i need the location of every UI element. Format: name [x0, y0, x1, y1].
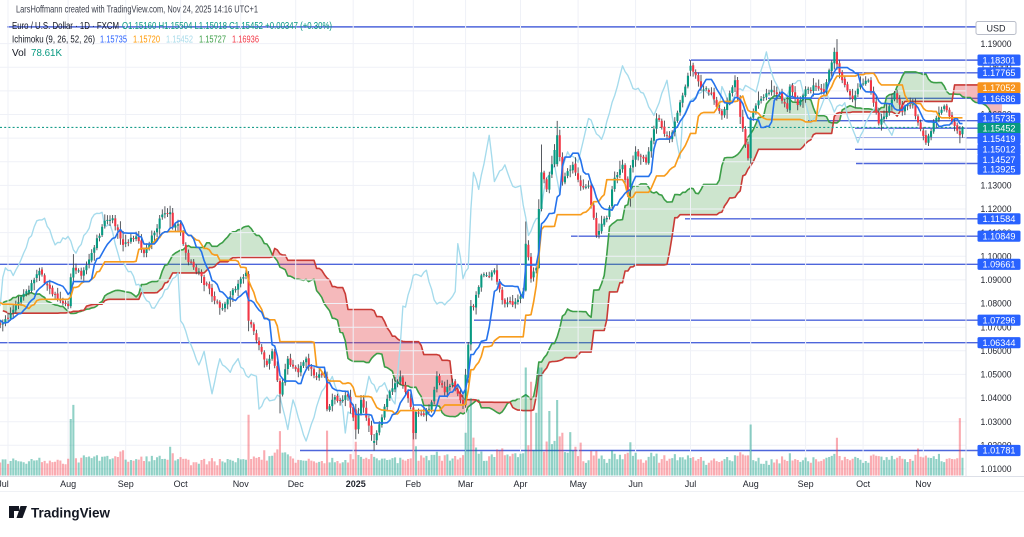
svg-text:1.07296: 1.07296: [983, 315, 1016, 325]
svg-text:Sep: Sep: [798, 479, 814, 489]
svg-text:Oct: Oct: [174, 479, 189, 489]
svg-text:1.18301: 1.18301: [983, 55, 1016, 65]
svg-text:Aug: Aug: [60, 479, 76, 489]
svg-text:LarsHoffmann created with Trad: LarsHoffmann created with TradingView.co…: [16, 5, 258, 16]
svg-text:1.17765: 1.17765: [983, 68, 1016, 78]
svg-text:1.09000: 1.09000: [981, 275, 1012, 285]
svg-text:1.06000: 1.06000: [981, 346, 1012, 356]
svg-text:1.14527: 1.14527: [983, 155, 1016, 165]
svg-text:Sep: Sep: [118, 479, 134, 489]
svg-text:Oct: Oct: [856, 479, 871, 489]
svg-text:Dec: Dec: [288, 479, 305, 489]
svg-text:1.08000: 1.08000: [981, 299, 1012, 309]
svg-text:Feb: Feb: [406, 479, 422, 489]
svg-text:1.05000: 1.05000: [981, 370, 1012, 380]
svg-text:1.10849: 1.10849: [983, 231, 1016, 241]
svg-text:USD: USD: [986, 24, 1006, 34]
svg-text:1.01781: 1.01781: [983, 446, 1016, 456]
svg-text:1.16686: 1.16686: [983, 94, 1016, 104]
svg-text:1.15720: 1.15720: [133, 35, 160, 46]
svg-text:May: May: [570, 479, 588, 489]
svg-text:1.15012: 1.15012: [983, 145, 1016, 155]
svg-text:1.15735: 1.15735: [100, 35, 127, 46]
svg-text:1.15419: 1.15419: [983, 134, 1016, 144]
svg-text:Vol: Vol: [12, 48, 26, 59]
svg-text:1.15452: 1.15452: [983, 124, 1016, 134]
svg-text:1.16936: 1.16936: [232, 35, 259, 46]
svg-text:78.61K: 78.61K: [31, 48, 62, 59]
svg-text:Nov: Nov: [233, 479, 250, 489]
svg-text:1.06344: 1.06344: [983, 338, 1016, 348]
svg-text:1.01000: 1.01000: [981, 464, 1012, 474]
svg-text:1.12000: 1.12000: [981, 204, 1012, 214]
svg-text:Euro / U.S. Dollar · 1D · FXCM: Euro / U.S. Dollar · 1D · FXCM: [12, 21, 119, 32]
svg-text:1.15727: 1.15727: [199, 35, 226, 46]
svg-text:1.04000: 1.04000: [981, 393, 1012, 403]
svg-text:O1.15160 H1.15504 L1.15018 C1.: O1.15160 H1.15504 L1.15018 C1.15452 +0.0…: [122, 21, 332, 32]
svg-text:1.07000: 1.07000: [981, 322, 1012, 332]
svg-text:1.13000: 1.13000: [981, 181, 1012, 191]
svg-text:2025: 2025: [346, 479, 366, 489]
svg-text:1.15735: 1.15735: [983, 114, 1016, 124]
svg-text:1.09661: 1.09661: [983, 260, 1016, 270]
svg-text:Ichimoku (9, 26, 52, 26): Ichimoku (9, 26, 52, 26): [12, 35, 95, 46]
svg-text:Nov: Nov: [915, 479, 932, 489]
svg-text:TradingView: TradingView: [31, 505, 110, 521]
svg-text:1.15452: 1.15452: [166, 35, 193, 46]
svg-text:1.10000: 1.10000: [981, 252, 1012, 262]
svg-text:1.13925: 1.13925: [983, 164, 1016, 174]
svg-text:1.17052: 1.17052: [983, 83, 1016, 93]
svg-text:Jun: Jun: [628, 479, 643, 489]
svg-text:1.03000: 1.03000: [981, 417, 1012, 427]
svg-text:1.19000: 1.19000: [981, 39, 1012, 49]
svg-text:Aug: Aug: [743, 479, 759, 489]
svg-text:1.11584: 1.11584: [983, 214, 1016, 224]
svg-text:Jul: Jul: [685, 479, 697, 489]
svg-text:Jul: Jul: [0, 479, 9, 489]
svg-text:Mar: Mar: [458, 479, 474, 489]
svg-text:Apr: Apr: [513, 479, 527, 489]
